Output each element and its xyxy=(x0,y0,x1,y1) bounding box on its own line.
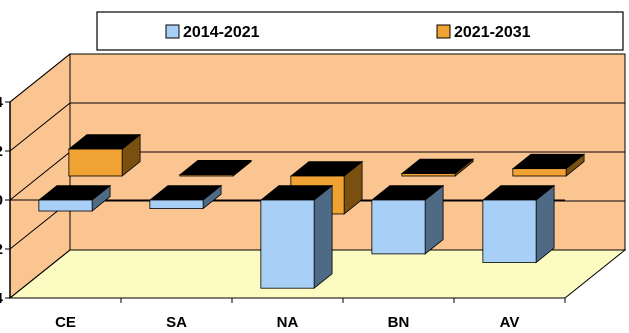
bar-series-2-bn-front xyxy=(401,173,456,177)
legend: 2014-2021 2021-2031 xyxy=(96,11,624,51)
x-tick-label: BN xyxy=(388,314,410,331)
bar-series-2-ce xyxy=(67,133,142,177)
bar-series-1-bn-front xyxy=(371,199,426,255)
y-tick-label: -4 xyxy=(0,290,4,307)
bar-series-2-av xyxy=(511,153,586,177)
bar-series-1-na-front xyxy=(260,199,315,289)
bar-series-2-av-front xyxy=(512,168,567,177)
bar-series-2-ce-front xyxy=(68,148,123,177)
x-axis-tick-labels: CE SA NA BN AV xyxy=(55,314,519,331)
bars xyxy=(37,133,586,290)
bar-series-1-av-front xyxy=(482,199,537,263)
gridline xyxy=(9,53,625,103)
bar-series-2-sa xyxy=(178,159,253,177)
y-tick-label: 4 xyxy=(0,94,4,111)
bar-series-1-na-side xyxy=(313,184,333,290)
gridline xyxy=(9,102,625,152)
x-tick-label: CE xyxy=(55,314,76,331)
y-tick-label: -2 xyxy=(0,241,3,258)
y-axis-tick-labels: -4 -2 0 2 4 xyxy=(0,94,4,307)
bar-series-1-av xyxy=(481,184,556,264)
x-tick-label: NA xyxy=(277,314,299,331)
y-tick-label: 2 xyxy=(0,143,3,160)
x-tick-label: SA xyxy=(166,314,187,331)
bar-series-1-na xyxy=(259,184,334,290)
legend-swatch-series-2 xyxy=(436,24,451,39)
bar-series-2-bn xyxy=(400,158,475,177)
x-tick-label: AV xyxy=(500,314,520,331)
bar-series-1-sa xyxy=(148,184,223,210)
legend-swatch-series-1 xyxy=(165,24,180,39)
legend-box xyxy=(96,11,624,51)
legend-label-series-2: 2021-2031 xyxy=(454,24,531,41)
y-tick-label: 0 xyxy=(0,192,3,209)
bar-series-1-ce xyxy=(37,184,112,212)
bar-series-1-bn xyxy=(370,184,445,255)
gridline xyxy=(9,249,625,299)
legend-label-series-1: 2014-2021 xyxy=(183,24,260,41)
bar-series-2-sa-front xyxy=(179,174,234,177)
bar-series-1-ce-front xyxy=(38,199,93,212)
bar-series-1-sa-front xyxy=(149,199,204,209)
